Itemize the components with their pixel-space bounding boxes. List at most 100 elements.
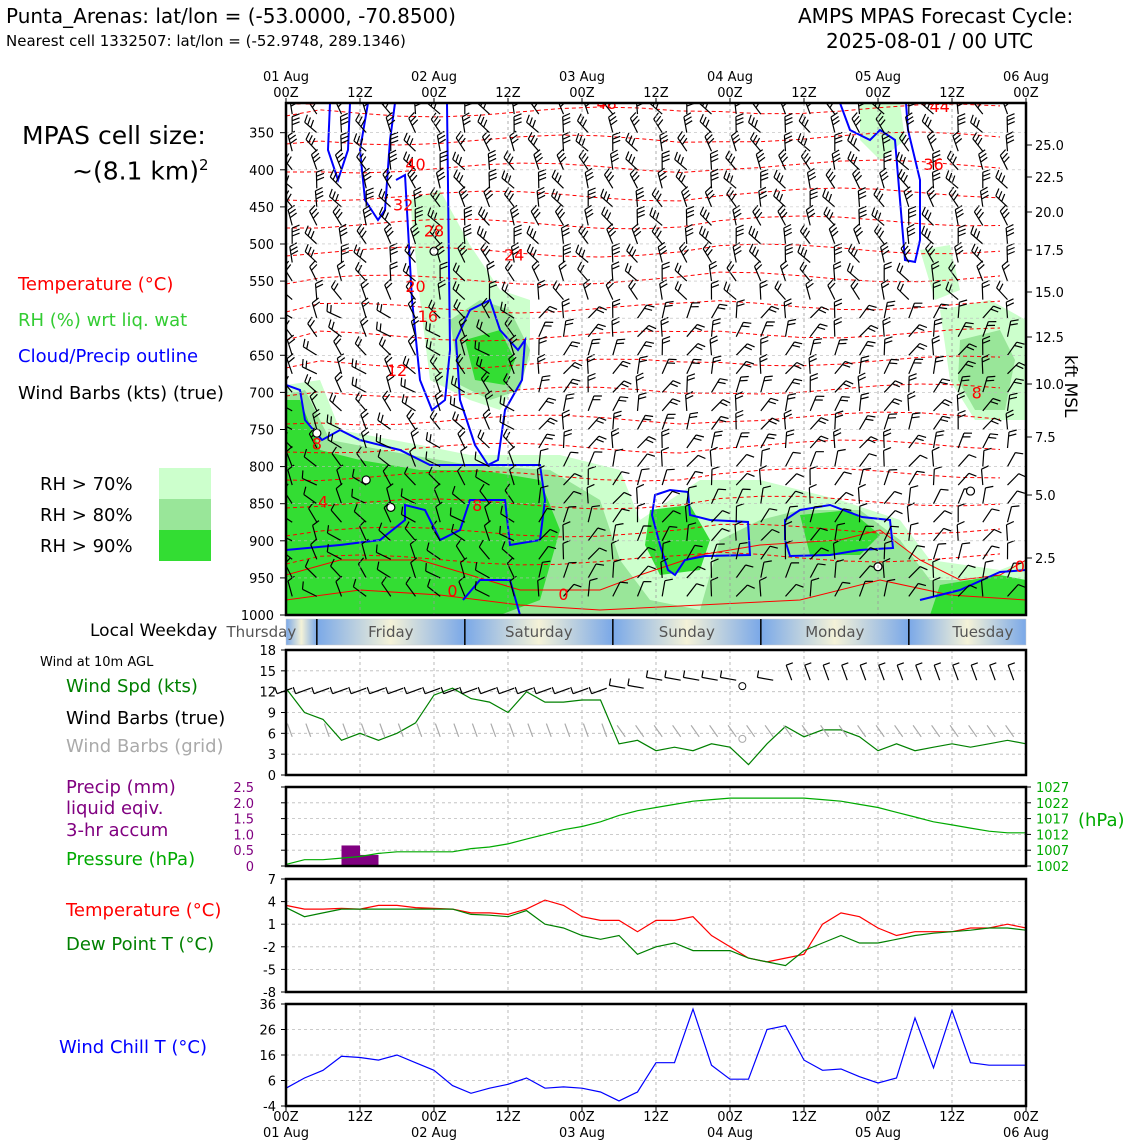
wind-barb (326, 525, 342, 542)
wind-barb (971, 243, 984, 263)
top-date-label: 01 Aug (263, 70, 309, 85)
wind-barb-grid (564, 723, 571, 738)
weekday-segment (286, 619, 317, 645)
wind-barb (286, 406, 293, 412)
wind-barb (799, 224, 811, 245)
wind-tick-label: 15 (259, 665, 276, 680)
wind-barb (760, 397, 779, 412)
wind-barb (932, 543, 947, 560)
wind-barb (710, 488, 727, 504)
wind-barb (287, 575, 295, 597)
wind-barb-true (514, 686, 533, 695)
wind-barb (452, 151, 466, 171)
wind-barb (957, 564, 976, 579)
wind-barb (410, 223, 420, 245)
wind-barb (809, 577, 820, 597)
isotherm-label: 16 (418, 307, 438, 326)
wind-barb (784, 393, 797, 411)
wind-barb (305, 132, 318, 152)
wind-barb-true (570, 686, 589, 695)
wind-barb (785, 473, 805, 486)
wind-barb (286, 316, 293, 338)
wind-barb (932, 317, 943, 337)
legend-precip-2: liquid eqiv. (66, 798, 164, 819)
wind-barb-true (822, 662, 831, 681)
wind-barb (451, 523, 466, 542)
wind-barb-grid (397, 723, 404, 738)
wind-barb (1006, 562, 1022, 579)
wind-barb (362, 204, 372, 226)
legend-temperature: Temperature (°C) (18, 274, 174, 295)
wind-barb (449, 507, 466, 523)
wind-barb (954, 205, 964, 226)
wind-barb (439, 261, 448, 282)
wind-barb-grid (582, 723, 589, 738)
wind-barb (612, 491, 632, 505)
wind-barb (612, 380, 632, 393)
wind-barb (351, 488, 367, 505)
isotherm-contour (286, 383, 1001, 398)
pressure-tick-label: 750 (249, 423, 274, 438)
calm-wind-circle (386, 502, 396, 513)
wind-barb (526, 243, 540, 263)
rh70-swatch (159, 468, 211, 499)
kft-tick-label: 25.0 (1035, 139, 1064, 154)
nearest-cell-subtitle: Nearest cell 1332507: lat/lon = (-52.974… (6, 32, 406, 50)
wind-barb (905, 112, 915, 133)
wind-barb (783, 409, 792, 430)
wind-barb (551, 188, 564, 208)
wind-barb-grid (727, 724, 737, 738)
wind-barb (561, 298, 570, 319)
wind-barb (847, 151, 860, 171)
wind-barb (660, 557, 669, 578)
kft-tick-label: 5.0 (1035, 489, 1056, 504)
wind-barb (834, 522, 846, 541)
wind-barb (289, 103, 298, 115)
wind-barb (726, 186, 737, 208)
wind-barb (996, 280, 1008, 301)
wind-barb (506, 557, 515, 579)
wind-barb (933, 527, 952, 542)
wind-barb-true (756, 670, 774, 681)
wind-barb (933, 399, 953, 412)
wind-barb (760, 335, 769, 356)
wind-barb (686, 470, 704, 486)
wind-barb (758, 186, 768, 207)
weekday-segment (908, 619, 1026, 645)
wind-barb (978, 149, 988, 170)
wind-barb (982, 397, 1001, 412)
wind-barb (710, 558, 719, 578)
wind-barb-true (664, 670, 681, 681)
wind-barb (973, 205, 984, 226)
wind-barb (686, 412, 699, 430)
wind-barb (330, 279, 342, 300)
wind-barb (932, 558, 941, 578)
forecast-cycle-label: AMPS MPAS Forecast Cycle: (798, 4, 1074, 28)
isotherm-contour (286, 327, 1001, 342)
wind-barb (661, 540, 671, 560)
bottom-date-label: 06 Aug (1003, 1126, 1049, 1140)
wind-barb (625, 132, 638, 152)
wind-barb (336, 260, 346, 282)
wind-barb (435, 167, 446, 189)
wind-barb (661, 150, 670, 170)
wind-barb (735, 299, 745, 319)
wind-barb-grid (653, 724, 663, 738)
wind-barb (461, 112, 471, 133)
pressure-tick-label: 1012 (1036, 828, 1069, 843)
wind-barb (805, 204, 816, 226)
wind-barb (784, 562, 800, 579)
wind-barb (748, 225, 762, 245)
legend-temperature-2: Temperature (°C) (66, 900, 222, 921)
wind-barb (683, 112, 693, 133)
wind-barb-true (533, 686, 552, 695)
wind-barb (883, 358, 900, 375)
wind-barb (480, 242, 491, 263)
isotherm-contour (286, 551, 1001, 566)
wind-barb (356, 446, 367, 467)
wind-barb (378, 336, 392, 356)
wind-barb (335, 103, 343, 115)
wind-barb (365, 187, 374, 207)
wind-barb (957, 343, 977, 356)
wind-barb (710, 318, 721, 337)
